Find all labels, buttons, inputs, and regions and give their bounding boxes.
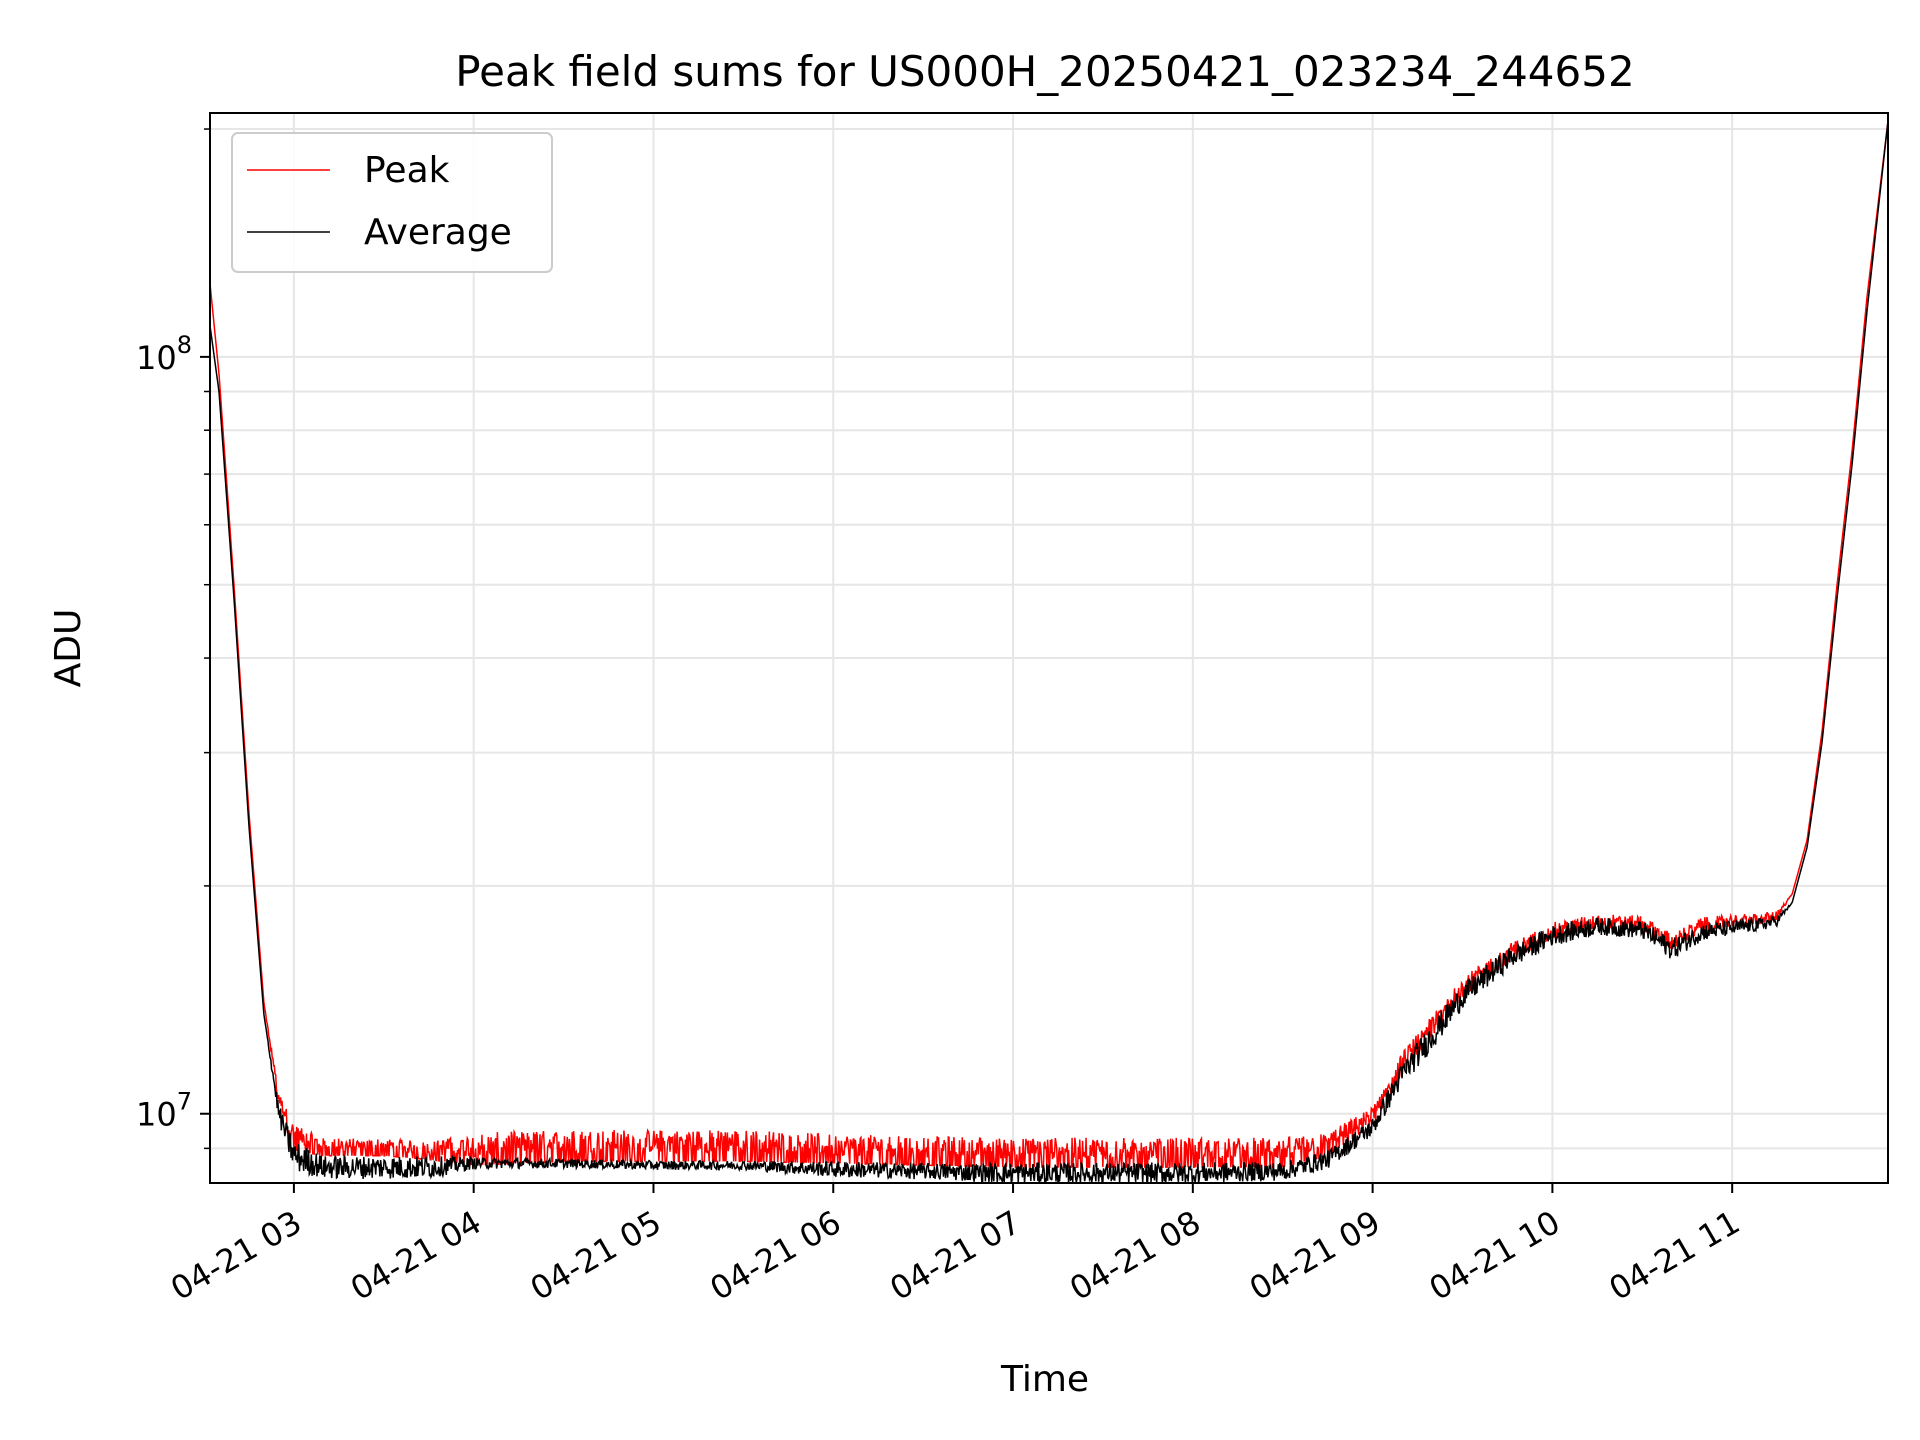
legend-box: [231, 132, 553, 273]
plot-frame: [209, 112, 1889, 1184]
series-layer: [210, 120, 1888, 1183]
y-tick-label: 107: [136, 1088, 192, 1134]
chart-title: Peak field sums for US000H_20250421_0232…: [455, 47, 1634, 96]
y-axis-label: ADU: [48, 609, 89, 688]
legend-label-average: Average: [364, 212, 512, 253]
average-series-line: [210, 120, 1888, 1183]
x-axis-label: Time: [1000, 1359, 1089, 1400]
y-tick-label: 108: [136, 331, 192, 377]
grid-layer: [210, 113, 1888, 1183]
legend-label-peak: Peak: [364, 150, 450, 191]
legend: Peak Average: [231, 132, 553, 273]
